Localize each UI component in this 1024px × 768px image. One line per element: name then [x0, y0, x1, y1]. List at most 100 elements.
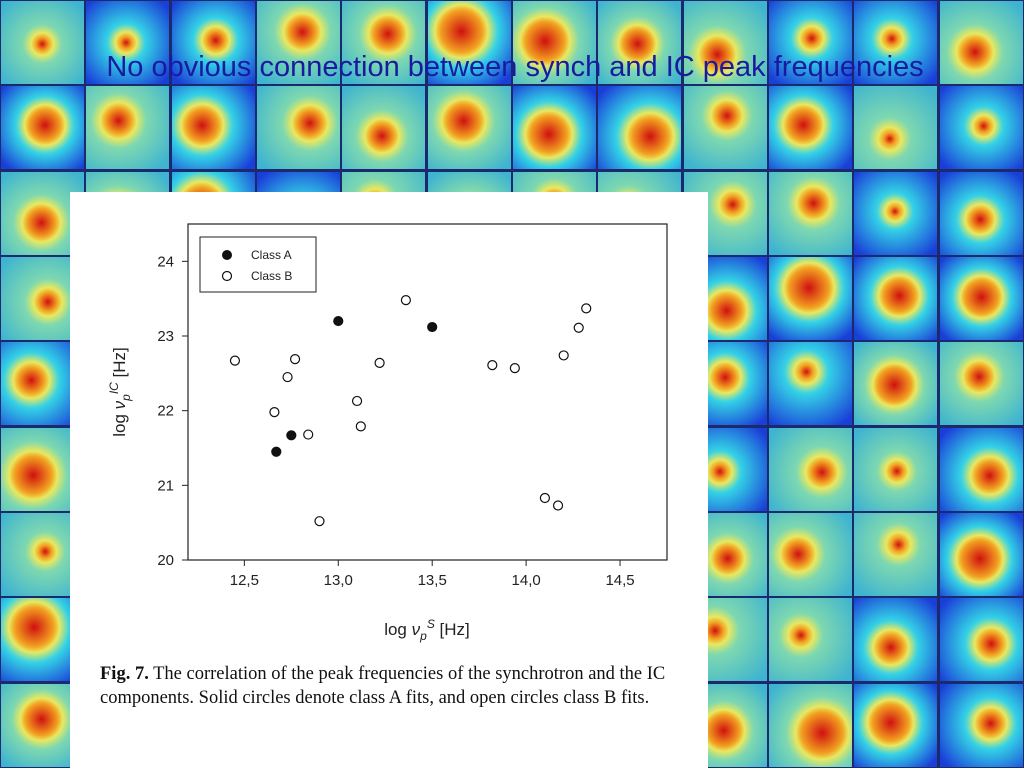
data-point-class-a — [333, 315, 344, 327]
x-tick-label: 13,0 — [324, 572, 353, 589]
heatmap-tile — [86, 1, 170, 84]
heatmap-tile — [512, 86, 596, 170]
data-point-class-b — [314, 516, 325, 527]
heatmap-tile — [768, 598, 852, 682]
data-point-class-a — [271, 446, 282, 457]
heatmap-tile — [598, 1, 682, 84]
heatmap-tile — [854, 683, 938, 767]
data-point-class-b — [581, 303, 592, 314]
x-tick-label: 14,5 — [605, 572, 634, 589]
data-point-class-b — [229, 355, 241, 366]
legend-label-class-b: Class B — [251, 269, 292, 283]
heatmap-tile — [768, 512, 852, 596]
data-point-class-a — [286, 430, 297, 441]
data-points — [229, 295, 592, 527]
data-point-class-b — [351, 395, 363, 407]
heatmap-tile — [854, 342, 938, 426]
figure-panel: 12,5 13,0 13,5 14,0 14,5 20 21 22 23 24 Class A C… — [70, 192, 708, 768]
heatmap-tile — [768, 683, 852, 767]
y-tick-label: 24 — [157, 253, 174, 270]
data-point-class-b — [558, 350, 569, 361]
heatmap-tile — [427, 86, 511, 170]
x-axis-label-nu: ν — [412, 620, 421, 639]
heatmap-tile — [939, 171, 1023, 255]
axis-ticks: 12,5 13,0 13,5 14,0 14,5 20 21 22 23 24 — [157, 253, 634, 589]
heatmap-tile — [342, 1, 426, 84]
legend-marker-class-b — [221, 270, 233, 282]
heatmap-tile — [854, 427, 938, 511]
heatmap-tile — [768, 86, 852, 170]
data-point-class-b — [282, 371, 293, 383]
plot-frame — [187, 223, 668, 561]
heatmap-tile — [1, 1, 84, 84]
heatmap-tile — [854, 86, 938, 170]
y-tick-label: 21 — [157, 477, 174, 494]
heatmap-tile — [768, 427, 852, 511]
heatmap-tile — [171, 1, 255, 84]
heatmap-tile — [939, 512, 1023, 596]
figure-caption: Fig. 7. The correlation of the peak freq… — [100, 662, 740, 710]
legend-label-class-a: Class A — [251, 248, 292, 262]
heatmap-tile — [854, 598, 938, 682]
data-point-class-b — [374, 357, 385, 368]
heatmap-tile — [86, 86, 170, 170]
legend-box — [199, 236, 317, 293]
y-axis-label-nu: ν — [110, 400, 129, 409]
x-tick-label: 12,5 — [230, 572, 259, 589]
x-axis-label-p: p — [419, 629, 427, 643]
y-axis-label-ic: IC — [107, 382, 121, 394]
y-tick-label: 23 — [157, 328, 174, 345]
slide-title: No obvious connection between synch and … — [106, 51, 924, 83]
heatmap-tile — [683, 1, 767, 84]
data-point-class-b — [573, 322, 584, 333]
data-point-class-b — [269, 407, 280, 418]
heatmap-tile — [939, 683, 1023, 767]
y-axis-label-log: log — [110, 409, 129, 436]
heatmap-tile — [768, 1, 852, 84]
heatmap-tile — [939, 256, 1023, 340]
heatmap-tile — [768, 342, 852, 426]
data-point-class-b — [539, 492, 551, 504]
y-tick-label: 22 — [157, 403, 174, 420]
heatmap-tile — [1, 86, 84, 170]
heatmap-tile — [171, 86, 255, 170]
heatmap-tile — [768, 256, 852, 340]
legend: Class A Class B — [199, 236, 317, 293]
y-tick-label: 20 — [157, 552, 174, 569]
heatmap-tile — [427, 1, 511, 84]
heatmap-tile — [768, 171, 852, 255]
y-axis-label: log νpIC [Hz] — [107, 347, 133, 437]
data-point-class-b — [509, 363, 520, 374]
y-axis-label-unit: [Hz] — [110, 347, 129, 382]
heatmap-tile — [939, 342, 1023, 426]
heatmap-tile — [854, 171, 938, 255]
heatmap-tile — [854, 1, 938, 84]
data-point-class-b — [552, 500, 564, 511]
caption-text: The correlation of the peak frequencies … — [100, 664, 666, 708]
heatmap-tile — [512, 1, 596, 84]
heatmap-tile — [939, 1, 1023, 84]
x-tick-label: 14,0 — [512, 572, 541, 589]
y-axis-label-p: p — [119, 394, 133, 402]
heatmap-tile — [939, 427, 1023, 511]
heatmap-tile — [939, 598, 1023, 682]
heatmap-tile — [854, 256, 938, 340]
data-point-class-b — [289, 354, 301, 365]
data-point-class-b — [487, 360, 498, 371]
x-axis-label-log: log — [384, 620, 411, 639]
data-point-class-b — [303, 429, 314, 440]
scatter-chart: 12,5 13,0 13,5 14,0 14,5 20 21 22 23 24 Class A C… — [107, 223, 668, 643]
data-point-class-b — [355, 421, 366, 432]
legend-marker-class-a — [222, 250, 232, 260]
heatmap-tile — [256, 86, 340, 170]
x-axis-label-unit: [Hz] — [435, 620, 470, 639]
heatmap-tile — [683, 86, 767, 170]
heatmap-tile — [939, 86, 1023, 170]
caption-label: Fig. 7. — [100, 664, 149, 684]
x-axis-label: log νpS [Hz] — [384, 617, 470, 643]
heatmap-tile — [342, 86, 426, 170]
heatmap-tile — [598, 86, 682, 170]
data-point-class-a — [427, 321, 438, 333]
x-axis-label-s: S — [427, 617, 435, 631]
x-tick-label: 13,5 — [418, 572, 447, 589]
